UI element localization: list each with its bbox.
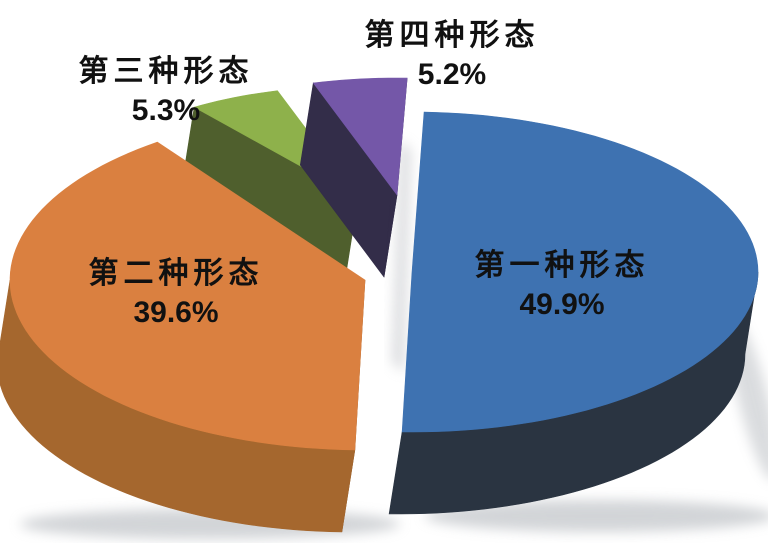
slice-4-top-face — [312, 77, 408, 196]
shadow-gap-sliver — [391, 139, 412, 373]
slice-1-top-face — [401, 111, 759, 433]
slice-2-top-face — [9, 141, 366, 451]
shadow-under-slice-1 — [425, 500, 768, 532]
